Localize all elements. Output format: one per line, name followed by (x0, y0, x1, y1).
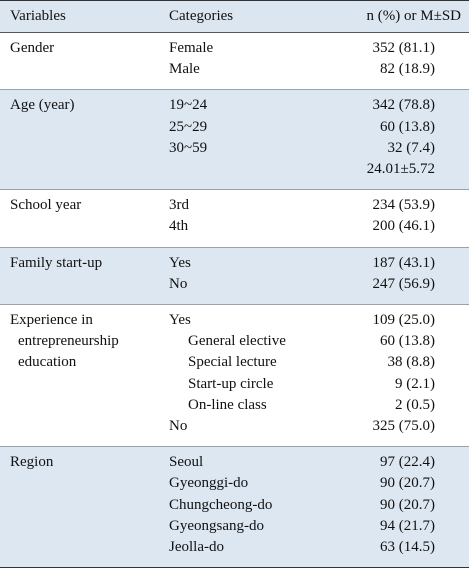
variable-cell: Region (0, 452, 169, 558)
group-row: Family start-up Yes 187 (43.1) No 247 (56.9) (0, 247, 469, 306)
variable-label: Family start-up (10, 254, 103, 271)
header-cell: Variables (10, 8, 66, 24)
category-row: Chungcheong-do 90 (20.7) (169, 495, 469, 516)
category-rows: 19~24 342 (78.8) 25~29 60 (13.8) 30~59 32 (7.… (169, 95, 469, 180)
variable-label: School year (10, 197, 82, 214)
header-cell: n (%) or M±SD (366, 8, 461, 24)
category-cell: No (169, 418, 188, 435)
category-row: No 325 (75.0) (169, 416, 469, 437)
value-cell: 82 (18.9) (380, 61, 435, 78)
category-row: Gyeonggi-do 90 (20.7) (169, 473, 469, 494)
category-cell: 19~24 (169, 97, 208, 114)
value-cell: 97 (22.4) (380, 454, 435, 471)
category-row: 3rd 234 (53.9) (169, 195, 469, 216)
category-row: Jeolla-do 63 (14.5) (169, 537, 469, 558)
category-cell: Gyeonggi-do (169, 475, 249, 492)
value-cell: 60 (13.8) (380, 333, 435, 350)
value-cell: 9 (2.1) (395, 375, 435, 392)
category-row: Yes 109 (25.0) (169, 310, 469, 331)
variable-cell: Gender (0, 38, 169, 80)
value-cell: 32 (7.4) (387, 139, 436, 156)
category-cell: 25~29 (169, 118, 208, 135)
category-cell: Start-up circle (188, 375, 274, 392)
category-row: Female 352 (81.1) (169, 38, 469, 59)
category-rows: Seoul 97 (22.4) Gyeonggi-do 90 (20.7) Chungc… (169, 452, 469, 558)
group-row: School year 3rd 234 (53.9) 4th 200 (46.1) (0, 190, 469, 248)
category-row: No 247 (56.9) (169, 274, 469, 295)
variable-label: Experience in entrepreneurship education (10, 312, 119, 371)
category-cell: Jeolla-do (169, 539, 224, 556)
category-cell: 30~59 (169, 139, 208, 156)
category-row: 4th 200 (46.1) (169, 216, 469, 237)
category-row: Gyeongsang-do 94 (21.7) (169, 516, 469, 537)
category-row: Male 82 (18.9) (169, 59, 469, 80)
category-cell: Female (169, 40, 214, 56)
variable-cell: School year (0, 195, 169, 237)
value-cell: 234 (53.9) (372, 197, 436, 214)
category-cell: Special lecture (188, 354, 277, 371)
subcategory-row: Start-up circle 9 (2.1) (169, 374, 469, 395)
category-cell: 4th (169, 218, 189, 235)
category-cell: Yes (169, 312, 191, 329)
header-cell: Categories (169, 8, 234, 24)
category-row: 25~29 60 (13.8) (169, 117, 469, 138)
value-cell: 200 (46.1) (372, 218, 436, 235)
category-cell: Seoul (169, 454, 204, 471)
category-cell: Male (169, 61, 200, 78)
subcategory-row: General elective 60 (13.8) (169, 331, 469, 352)
subcategory-row: Special lecture 38 (8.8) (169, 352, 469, 373)
category-cell: Chungcheong-do (169, 496, 273, 513)
value-cell: 60 (13.8) (380, 118, 435, 135)
category-cell: General elective (188, 333, 286, 350)
variable-label: Region (10, 454, 54, 471)
category-rows: Female 352 (81.1) Male 82 (18.9) (169, 38, 469, 80)
category-cell: Yes (169, 254, 191, 271)
group-row: Gender Female 352 (81.1) Male 82 (18.9) (0, 33, 469, 91)
category-rows: Yes 109 (25.0) General elective 60 (13.8) Sp… (169, 310, 469, 437)
value-cell: 63 (14.5) (380, 539, 435, 556)
value-cell: 247 (56.9) (372, 275, 436, 292)
group-row: Age (year) 19~24 342 (78.8) 25~29 60 (13.8) 3… (0, 90, 469, 191)
value-cell: 342 (78.8) (372, 97, 436, 114)
header-row: Variables Categories n (%) or M±SD (0, 1, 469, 33)
value-cell: 2 (0.5) (395, 396, 435, 413)
variable-cell: Family start-up (0, 253, 169, 295)
category-row: Seoul 97 (22.4) (169, 452, 469, 473)
variable-label: Gender (10, 40, 55, 56)
value-cell: 24.01±5.72 (366, 161, 435, 178)
value-cell: 38 (8.8) (387, 354, 436, 371)
value-cell: 90 (20.7) (380, 496, 435, 513)
category-cell: On-line class (188, 396, 267, 413)
category-cell: No (169, 275, 188, 292)
value-cell: 187 (43.1) (372, 254, 436, 271)
category-row: 19~24 342 (78.8) (169, 95, 469, 116)
variable-cell: Age (year) (0, 95, 169, 180)
category-rows: Yes 187 (43.1) No 247 (56.9) (169, 253, 469, 295)
category-cell (169, 159, 349, 180)
category-rows: 3rd 234 (53.9) 4th 200 (46.1) (169, 195, 469, 237)
variable-label: Age (year) (10, 97, 75, 114)
category-row: Yes 187 (43.1) (169, 253, 469, 274)
group-row: Region Seoul 97 (22.4) Gyeonggi-do 90 (20.7)… (0, 447, 469, 568)
category-cell: Gyeongsang-do (169, 517, 264, 534)
category-row: 24.01±5.72 (169, 159, 469, 180)
variable-cell: Experience in entrepreneurship education (0, 310, 169, 437)
value-cell: 325 (75.0) (372, 418, 436, 435)
value-cell: 90 (20.7) (380, 475, 435, 492)
category-row: 30~59 32 (7.4) (169, 138, 469, 159)
category-cell: 3rd (169, 197, 189, 214)
subcategory-row: On-line class 2 (0.5) (169, 395, 469, 416)
value-cell: 352 (81.1) (372, 40, 436, 56)
value-cell: 109 (25.0) (372, 312, 436, 329)
value-cell: 94 (21.7) (380, 517, 435, 534)
group-row: Experience in entrepreneurship education… (0, 305, 469, 448)
